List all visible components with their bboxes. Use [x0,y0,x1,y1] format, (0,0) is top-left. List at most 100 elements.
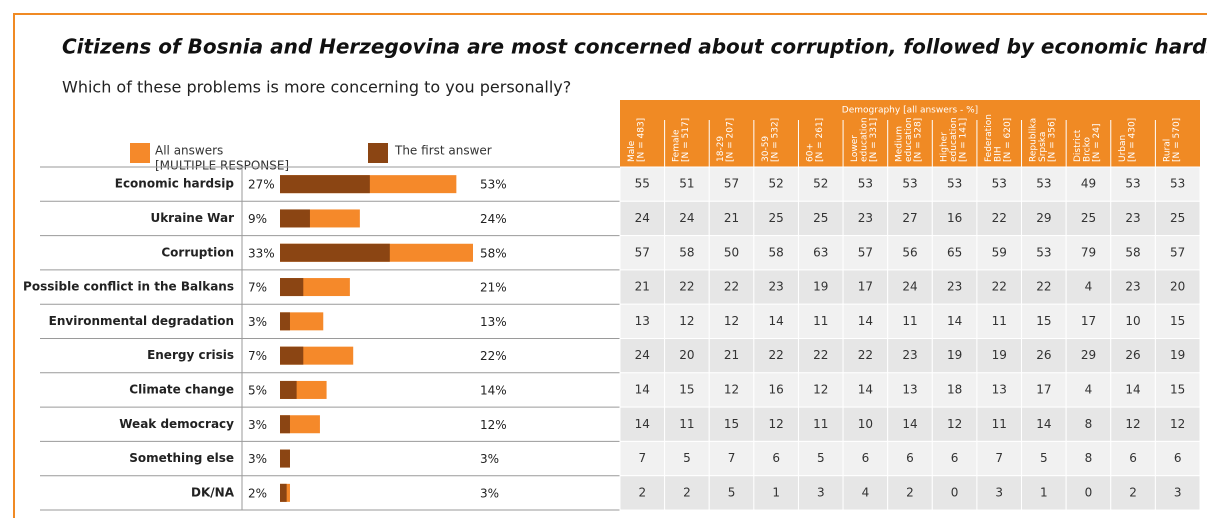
value-label: 24% [480,212,507,226]
table-value: 22 [769,348,784,362]
table-value: 25 [1170,211,1185,225]
value-label: 2% [248,486,267,500]
table-cell [1154,440,1201,477]
table-value: 51 [679,177,694,191]
table-value: 24 [635,348,650,362]
table-cell [797,303,844,340]
table-cell [619,303,666,340]
table-value: 57 [858,245,873,259]
bar-first [280,312,290,331]
column-header: [N = 24] [1092,124,1102,162]
table-value: 15 [1170,382,1185,396]
table-value: 22 [813,348,828,362]
table-cell [1065,475,1112,511]
table-cell [708,303,755,340]
table-cell [931,200,978,237]
value-label: 27% [248,178,275,192]
table-value: 21 [724,211,739,225]
table-value: 21 [635,280,650,294]
category-label: Possible conflict in the Balkans [23,280,234,294]
table-value: 12 [1170,417,1185,431]
table-value: 5 [1040,451,1048,465]
bar-first [280,415,290,434]
table-cell [1110,200,1156,237]
category-label: DK/NA [191,485,235,499]
table-value: 22 [679,280,694,294]
table-cell [708,372,755,408]
table-cell [976,269,1023,305]
table-cell [931,269,978,305]
table-value: 14 [1036,417,1051,431]
table-cell [976,372,1023,408]
table-value: 12 [1125,417,1140,431]
table-value: 14 [769,314,784,328]
table-value: 15 [1036,314,1051,328]
category-label: Economic hardsip [115,177,235,191]
table-cell [887,235,933,271]
bar-first [280,483,287,502]
table-cell [619,338,666,374]
table-cell [753,303,799,340]
column-header: [N = 517] [681,118,691,162]
table-cell [1110,475,1156,511]
table-value: 14 [635,382,650,396]
bar-first [280,209,310,228]
column-header: [N = 430] [1127,118,1137,162]
table-cell [797,166,844,202]
column-header: [N = 207] [726,118,736,162]
column-header: [N = 261] [815,118,825,162]
table-value: 23 [1125,211,1140,225]
table-value: 11 [902,314,917,328]
table-value: 8 [1085,417,1093,431]
value-label: 5% [248,383,267,397]
bar-first [280,449,290,468]
value-label: 21% [480,281,507,295]
table-value: 1 [772,485,780,499]
legend-swatch [368,143,388,163]
table-cell [753,406,799,442]
table-cell [664,200,710,237]
legend-swatch [130,143,150,163]
table-value: 15 [1170,314,1185,328]
column-header: BIH [993,146,1003,162]
table-cell [664,440,710,477]
table-value: 22 [992,211,1007,225]
column-header: [N = 528] [914,118,924,162]
table-value: 2 [1129,485,1137,499]
table-cell [1021,200,1067,237]
legend-note: [MULTIPLE RESPONSE] [155,159,289,173]
table-cell [931,406,978,442]
table-cell [976,475,1023,511]
table-cell [1021,235,1067,271]
column-header: Brcko [1083,136,1093,162]
table-value: 12 [724,314,739,328]
table-cell [797,269,844,305]
table-value: 5 [728,485,736,499]
column-header: Medium [895,126,905,162]
table-value: 25 [813,211,828,225]
table-value: 23 [947,280,962,294]
bar-first [280,346,304,365]
table-value: 6 [1129,451,1137,465]
table-value: 10 [1125,314,1140,328]
chart-subtitle: Which of these problems is more concerni… [62,78,571,97]
table-value: 53 [992,177,1007,191]
column-header: District [1073,129,1083,162]
table-value: 57 [1170,245,1185,259]
table-cell [1154,235,1201,271]
table-cell [1065,303,1112,340]
table-cell [1154,475,1201,511]
table-cell [931,303,978,340]
table-cell [708,269,755,305]
table-value: 4 [862,485,870,499]
column-header: 60+ [805,143,815,162]
column-header: Urban [1118,135,1128,162]
table-value: 5 [817,451,825,465]
table-cell [1065,269,1112,305]
table-value: 20 [1170,280,1185,294]
table-cell [1154,269,1201,305]
table-cell [708,200,755,237]
table-value: 12 [724,382,739,396]
table-value: 22 [858,348,873,362]
table-value: 22 [1036,280,1051,294]
